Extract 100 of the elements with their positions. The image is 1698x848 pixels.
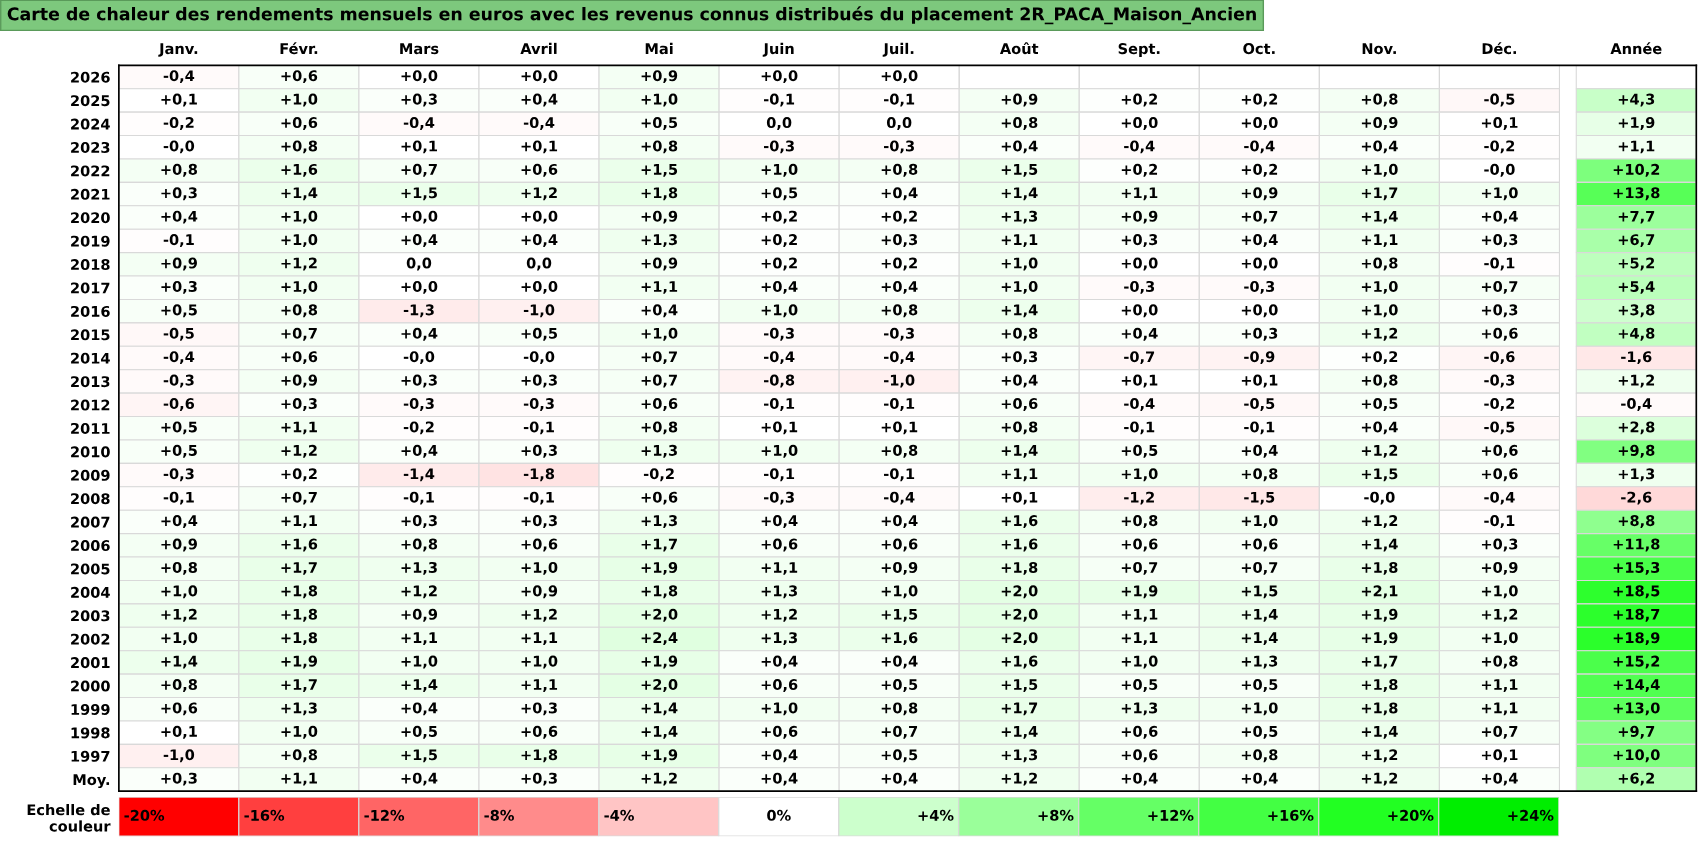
data-label: +0,7: [641, 351, 677, 365]
data-label: +0,3: [161, 772, 197, 786]
data-label: +1,8: [1361, 561, 1398, 575]
data-label: +1,8: [1001, 561, 1038, 575]
data-label: +0,8: [881, 444, 918, 458]
data-label: +0,5: [761, 187, 798, 201]
data-label: -0,5: [163, 327, 194, 341]
data-label: -0,1: [1124, 421, 1155, 435]
data-label: -0,3: [163, 374, 194, 388]
data-label: +0,9: [1121, 210, 1158, 224]
data-label: -0,3: [1124, 280, 1155, 294]
y-tick-label: 2018: [71, 259, 110, 271]
data-label: -0,9: [1244, 351, 1275, 365]
data-label: +1,3: [761, 632, 797, 646]
data-label: -0,0: [1484, 163, 1515, 177]
data-label: +1,0: [761, 304, 798, 318]
data-label: +0,4: [881, 772, 918, 786]
data-label: +1,6: [281, 163, 318, 177]
data-label: +0,5: [1241, 725, 1278, 739]
data-label: +0,8: [1241, 749, 1278, 763]
data-label: +0,5: [641, 117, 678, 130]
data-label: +0,8: [1361, 257, 1398, 271]
data-label: +1,7: [281, 562, 317, 575]
data-label: +1,9: [1618, 117, 1655, 130]
data-label: +0,0: [521, 210, 558, 224]
data-label: +0,4: [761, 280, 798, 294]
data-label: -0,2: [1484, 140, 1515, 154]
data-label: +0,3: [161, 187, 197, 201]
data-label: +7,7: [1618, 210, 1655, 224]
data-label: +16%: [1268, 809, 1314, 821]
data-label: +1,1: [1481, 679, 1518, 692]
data-label: +1,0: [281, 280, 318, 294]
data-label: +0,2: [881, 210, 917, 224]
data-label: +0,8: [881, 163, 918, 177]
data-label: +0,9: [641, 257, 678, 271]
data-label: +0,5: [161, 304, 197, 318]
data-label: -0,2: [643, 468, 674, 482]
data-label: +1,5: [401, 187, 437, 201]
data-label: +1,0: [1481, 632, 1518, 646]
data-label: +0,4: [161, 515, 198, 528]
y-tick-label: Moy.: [73, 774, 110, 789]
data-label: +10,2: [1613, 163, 1660, 177]
data-label: -16%: [244, 809, 285, 821]
data-label: +0,8: [161, 679, 198, 692]
data-label: -0,1: [884, 93, 915, 107]
data-label: +0,8: [1121, 515, 1158, 528]
data-label: +0,7: [1121, 561, 1158, 575]
data-label: +0,4: [641, 304, 678, 318]
data-label: +0,6: [641, 491, 678, 505]
data-label: +1,3: [641, 234, 677, 248]
data-label: +1,0: [1361, 163, 1398, 177]
data-label: +0,8: [281, 140, 318, 154]
data-label: +0,8: [1001, 421, 1038, 435]
data-label: +0,4: [401, 234, 438, 248]
data-label: +0,4: [881, 280, 918, 294]
data-label: -1,3: [403, 304, 434, 318]
data-label: +0,6: [1241, 538, 1278, 552]
data-label: +0,7: [281, 491, 317, 505]
data-label: +1,1: [521, 679, 558, 692]
data-label: +0,7: [1241, 561, 1278, 575]
data-label: +1,0: [281, 725, 318, 739]
data-label: +18,7: [1613, 608, 1660, 622]
data-label: +0,6: [1121, 749, 1158, 763]
x-tick-label: Sept.: [1118, 43, 1160, 57]
data-label: +1,2: [1361, 444, 1398, 458]
data-label: +0,6: [761, 679, 798, 692]
data-label: +0,3: [1001, 351, 1038, 365]
data-label: +0,5: [881, 749, 918, 763]
data-label: +0,9: [1241, 187, 1278, 201]
data-label: +1,3: [641, 444, 677, 458]
data-label: +1,1: [401, 632, 438, 646]
data-label: +1,0: [161, 585, 198, 599]
data-label: +15,2: [1613, 655, 1660, 669]
x-tick-label: Janv.: [158, 43, 198, 57]
data-label: +1,1: [521, 632, 558, 646]
data-label: +1,0: [1361, 304, 1398, 318]
data-label: +1,9: [1361, 608, 1398, 622]
data-label: -1,5: [1244, 491, 1275, 505]
y-tick-label: 2003: [71, 610, 110, 622]
data-label: +2,0: [1001, 632, 1038, 646]
data-label: +0,1: [521, 140, 558, 154]
data-label: +1,9: [641, 749, 678, 763]
data-label: -0,1: [763, 398, 795, 411]
data-label: +0,4: [1241, 234, 1278, 248]
data-label: +5,4: [1618, 281, 1655, 294]
y-tick-label: 2023: [71, 141, 110, 153]
data-label: +0,1: [1481, 749, 1518, 763]
y-tick-label: 2020: [71, 212, 110, 224]
data-label: +1,9: [641, 561, 678, 575]
data-label: +1,2: [521, 608, 557, 622]
data-label: +0,9: [161, 538, 197, 552]
data-label: +20%: [1388, 809, 1434, 821]
data-label: +3,8: [1618, 304, 1655, 318]
data-label: +0,4: [521, 234, 558, 248]
data-label: +0,1: [761, 421, 798, 435]
data-label: +1,2: [1001, 772, 1037, 786]
data-label: +2,0: [641, 679, 678, 692]
data-label: +13,8: [1613, 187, 1660, 201]
data-label: +4,3: [1618, 93, 1655, 107]
data-label: +0,9: [281, 374, 318, 388]
